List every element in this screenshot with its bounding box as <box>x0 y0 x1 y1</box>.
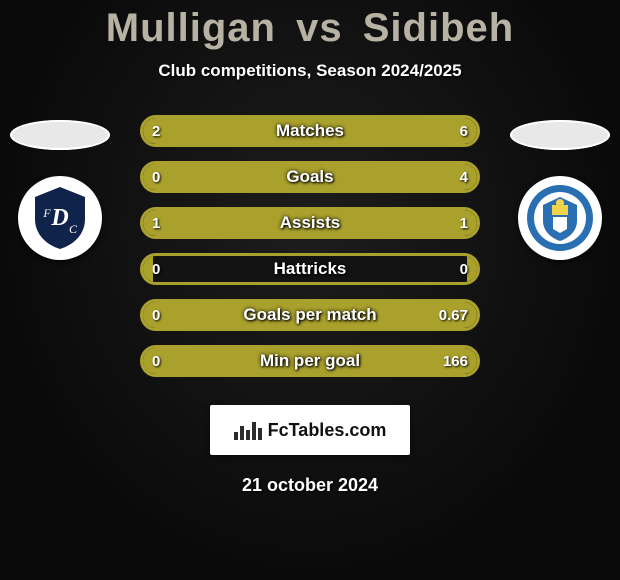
left-club-crest: D F C <box>18 176 102 260</box>
player-left-name: Mulligan <box>106 6 276 50</box>
stat-right-value: 4 <box>460 161 468 193</box>
stat-label: Hattricks <box>140 253 480 285</box>
subtitle: Club competitions, Season 2024/2025 <box>0 61 620 81</box>
stat-label: Goals per match <box>140 299 480 331</box>
stat-right-value: 0 <box>460 253 468 285</box>
svg-text:F: F <box>42 206 51 220</box>
bars-chart-icon <box>234 420 262 440</box>
stat-right-value: 1 <box>460 207 468 239</box>
svg-text:D: D <box>50 205 68 231</box>
svg-text:C: C <box>69 222 78 236</box>
page-title: Mulligan vs Sidibeh <box>0 0 620 51</box>
stat-row: 1Assists1 <box>140 207 480 239</box>
site-badge: FcTables.com <box>210 405 410 455</box>
stat-row: 0Hattricks0 <box>140 253 480 285</box>
stat-label: Min per goal <box>140 345 480 377</box>
right-flag-oval <box>510 120 610 150</box>
right-club-column <box>510 120 610 260</box>
site-name: FcTables.com <box>268 420 387 441</box>
date-text: 21 october 2024 <box>0 475 620 496</box>
stat-label: Assists <box>140 207 480 239</box>
stat-row: 0Min per goal166 <box>140 345 480 377</box>
dundee-crest-icon: D F C <box>25 183 95 253</box>
stat-row: 2Matches6 <box>140 115 480 147</box>
left-club-column: D F C <box>10 120 110 260</box>
stat-right-value: 0.67 <box>439 299 468 331</box>
stat-row: 0Goals4 <box>140 161 480 193</box>
left-flag-oval <box>10 120 110 150</box>
right-club-crest <box>518 176 602 260</box>
st-johnstone-crest-icon <box>525 183 595 253</box>
stat-row: 0Goals per match0.67 <box>140 299 480 331</box>
stat-label: Matches <box>140 115 480 147</box>
stat-right-value: 6 <box>460 115 468 147</box>
comparison-card: Mulligan vs Sidibeh Club competitions, S… <box>0 0 620 580</box>
stat-right-value: 166 <box>443 345 468 377</box>
player-right-name: Sidibeh <box>363 6 514 50</box>
vs-text: vs <box>296 6 343 50</box>
stat-label: Goals <box>140 161 480 193</box>
